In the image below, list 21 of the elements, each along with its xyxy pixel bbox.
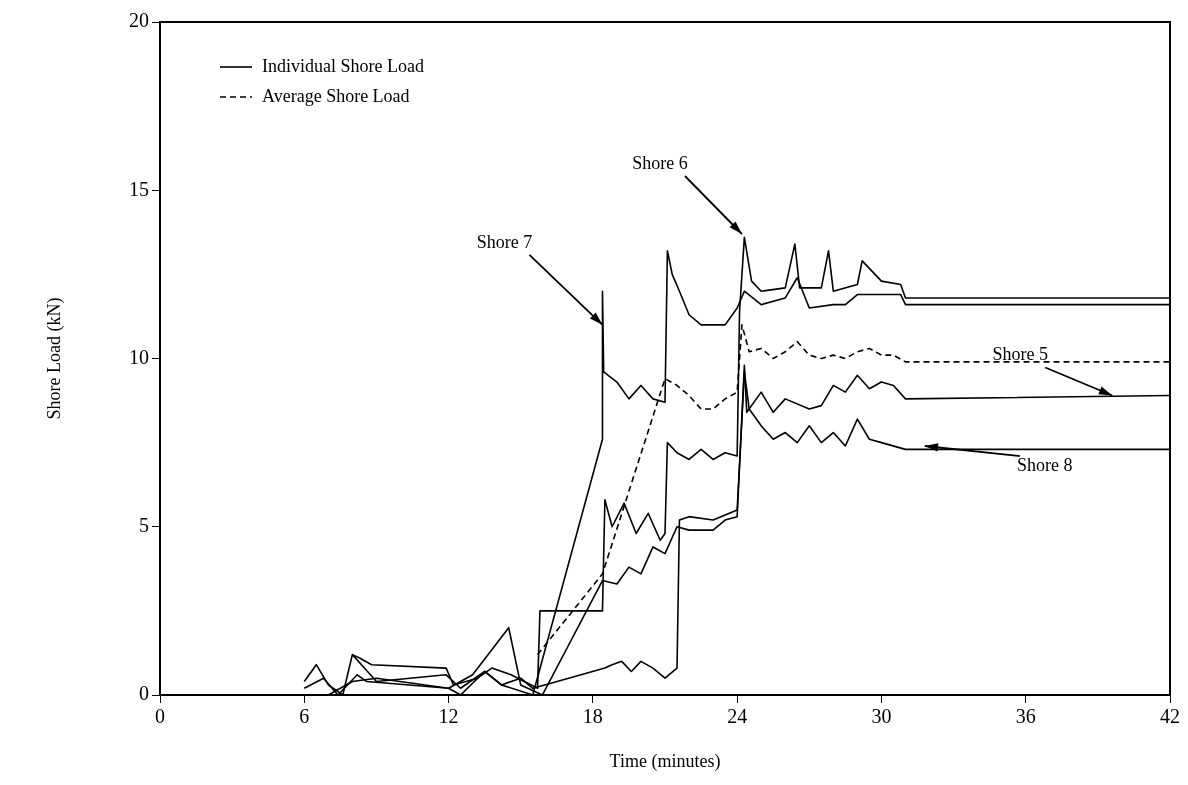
x-tick-label: 6 [299,705,310,728]
y-tick-label: 5 [139,514,149,536]
y-axis-title: Shore Load (kN) [43,297,65,420]
x-tick-label: 36 [1015,705,1036,728]
legend-label: Average Shore Load [262,85,410,106]
x-tick-label: 12 [438,705,459,728]
legend-label: Individual Shore Load [262,55,424,76]
y-tick-label: 10 [129,345,149,368]
annotation: Shore 5 [992,344,1049,365]
y-tick-label: 20 [129,9,149,32]
annotation: Shore 8 [1016,454,1073,475]
y-tick-label: 0 [139,682,149,705]
annotation: Shore 6 [632,152,688,173]
x-tick-label: 30 [871,705,892,728]
x-axis-title: Time (minutes) [609,750,721,772]
x-tick-label: 24 [727,705,748,728]
x-tick-label: 0 [155,705,165,728]
x-tick-label: 18 [582,705,603,728]
annotation: Shore 7 [476,231,533,252]
y-tick-label: 15 [129,177,149,200]
x-tick-label: 42 [1160,705,1180,728]
